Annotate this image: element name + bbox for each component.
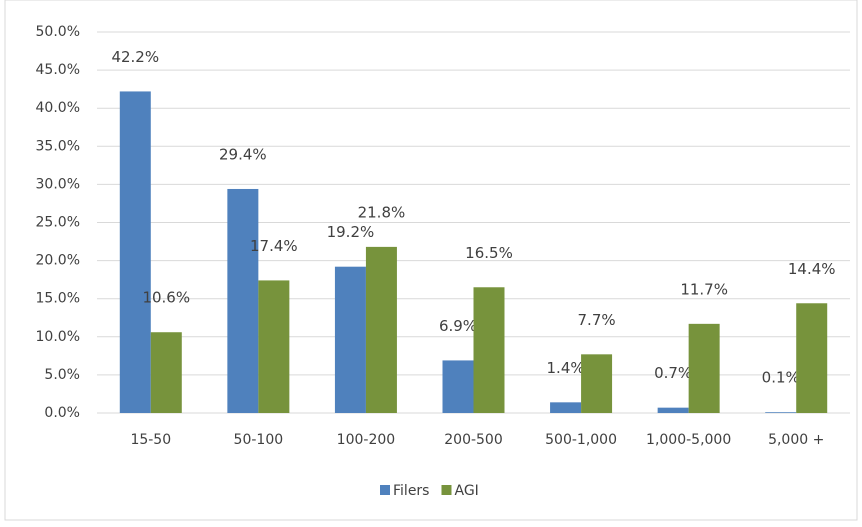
legend-swatch	[441, 485, 452, 495]
y-tick-label: 5.0%	[44, 367, 80, 383]
value-label: 7.7%	[578, 311, 616, 329]
value-label: 16.5%	[465, 244, 513, 262]
value-label: 21.8%	[358, 203, 406, 221]
value-label: 0.1%	[762, 369, 800, 387]
bar	[550, 402, 582, 413]
bar	[227, 188, 259, 413]
value-label: 29.4%	[219, 145, 267, 163]
y-tick-label: 20.0%	[36, 253, 80, 269]
value-label: 14.4%	[788, 260, 836, 278]
value-label: 11.7%	[680, 280, 728, 298]
value-label: 17.4%	[250, 237, 298, 255]
bar	[119, 91, 151, 413]
x-tick-label: 100-200	[337, 432, 396, 448]
value-label: 1.4%	[547, 359, 585, 377]
y-tick-label: 15.0%	[36, 291, 80, 307]
x-tick-label: 50-100	[234, 432, 284, 448]
value-label: 6.9%	[439, 317, 477, 335]
legend-swatch	[380, 485, 390, 495]
bar	[365, 246, 397, 413]
bar	[258, 280, 290, 413]
value-label: 19.2%	[327, 223, 375, 241]
bar	[442, 360, 474, 413]
bar	[688, 323, 720, 413]
bar	[150, 332, 182, 413]
y-tick-label: 50.0%	[36, 24, 80, 40]
bar	[334, 266, 366, 413]
bar	[473, 287, 505, 413]
x-tick-label: 1,000-5,000	[646, 432, 731, 448]
y-tick-label: 40.0%	[36, 100, 80, 116]
bar	[765, 412, 797, 413]
y-tick-label: 0.0%	[44, 405, 80, 421]
y-tick-label: 30.0%	[36, 176, 80, 192]
x-tick-label: 500-1,000	[545, 432, 617, 448]
value-label: 42.2%	[111, 48, 159, 66]
y-tick-label: 35.0%	[36, 138, 80, 154]
value-label: 0.7%	[654, 364, 692, 382]
legend-label: Filers	[393, 483, 429, 499]
y-tick-label: 45.0%	[36, 62, 80, 78]
x-tick-label: 200-500	[444, 432, 503, 448]
y-tick-label: 10.0%	[36, 329, 80, 345]
y-tick-label: 25.0%	[36, 215, 80, 231]
bar	[796, 303, 828, 413]
bar	[581, 354, 613, 413]
x-tick-label: 5,000 +	[768, 432, 824, 448]
value-label: 10.6%	[142, 289, 190, 307]
x-tick-label: 15-50	[130, 432, 171, 448]
bar	[657, 407, 689, 413]
legend-label: AGI	[454, 483, 478, 499]
